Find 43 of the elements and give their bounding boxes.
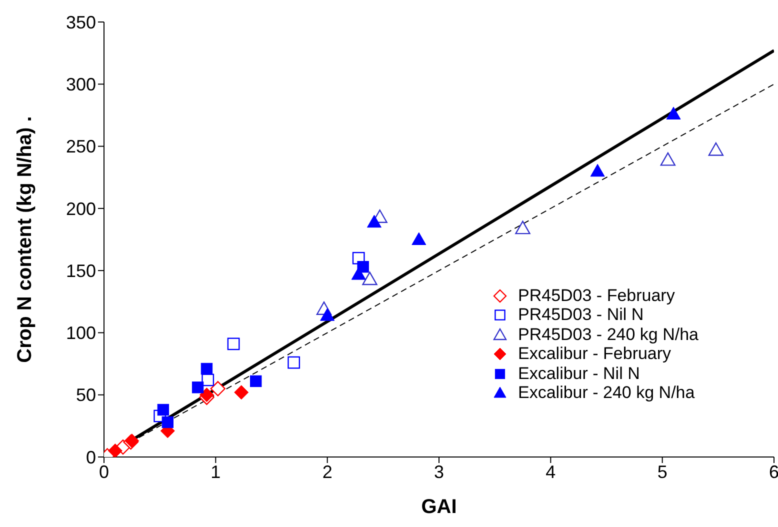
point — [590, 164, 605, 177]
point — [250, 375, 262, 388]
y-tick-label: 0 — [86, 447, 96, 468]
legend-label: Excalibur - February — [518, 344, 672, 364]
point — [666, 106, 681, 120]
point — [708, 142, 724, 156]
y-tick-label: 200 — [66, 198, 96, 219]
point — [234, 385, 249, 400]
point — [162, 416, 174, 428]
point — [515, 220, 530, 234]
y-tick-label: 50 — [76, 385, 96, 406]
x-tick-label: 4 — [546, 462, 556, 482]
point — [192, 382, 204, 394]
y-tick-label: 250 — [66, 136, 96, 157]
legend-label: Excalibur - Nil N — [518, 364, 640, 383]
x-axis-title: GAI — [421, 496, 457, 518]
legend-label: Excalibur - 240 kg N/ha — [518, 383, 695, 402]
point — [157, 404, 170, 416]
point — [351, 267, 366, 280]
y-tick-label: 100 — [66, 323, 96, 344]
x-tick-label: 0 — [98, 462, 110, 482]
point — [320, 308, 335, 321]
y-tick-label: 150 — [66, 260, 96, 281]
point — [210, 381, 226, 396]
point — [200, 362, 213, 375]
point — [366, 214, 382, 228]
point — [288, 356, 300, 369]
x-tick-label: 2 — [322, 462, 332, 482]
point — [362, 272, 378, 286]
x-tick-label: 6 — [768, 462, 778, 482]
point — [227, 338, 240, 350]
point — [660, 152, 676, 166]
legend-label: PR45D03 - Nil N — [518, 305, 644, 324]
y-tick-label: 350 — [66, 12, 96, 32]
x-tick-label: 5 — [657, 462, 668, 482]
legend-label: PR45D03 - February — [518, 286, 675, 305]
point — [108, 444, 122, 457]
x-tick-label: 3 — [434, 462, 444, 482]
x-tick-label: 1 — [210, 462, 221, 482]
point — [412, 232, 426, 245]
legend-label: PR45D03 - 240 kg N/ha — [518, 324, 698, 344]
y-tick-label: 300 — [66, 74, 96, 95]
y-axis-title: Crop N content (kg N/ha) . — [14, 116, 36, 363]
